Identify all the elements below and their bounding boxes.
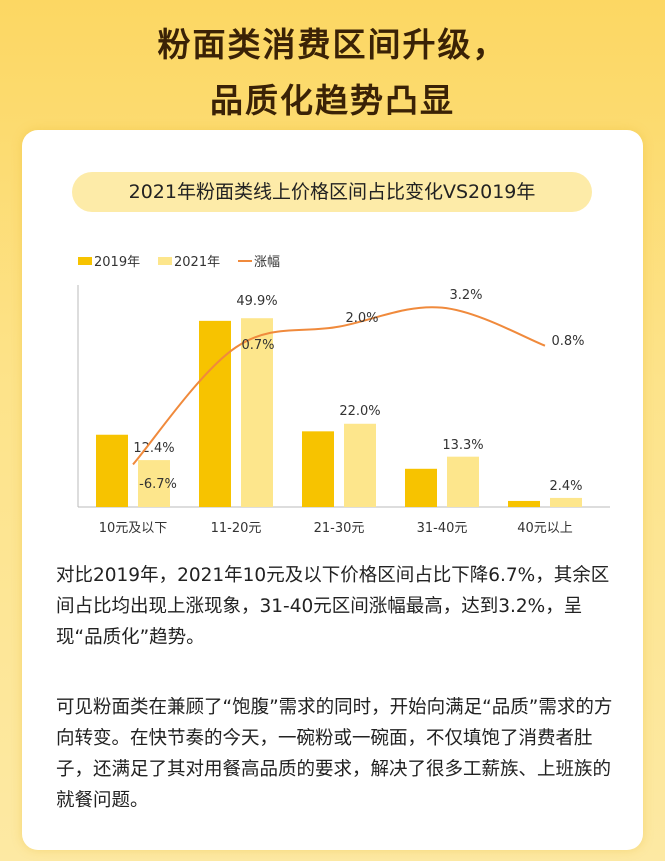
paragraph-conclusion: 可见粉面类在兼顾了“饱腹”需求的同时，开始向满足“品质”需求的方向转变。在快节奏… [56, 697, 613, 811]
bar-2021-0 [138, 460, 170, 507]
data-label-2021-1: 49.9% [236, 294, 277, 309]
growth-label-2: 2.0% [345, 311, 378, 326]
data-label-2021-4: 2.4% [549, 479, 582, 494]
tick-label-4: 40元以上 [517, 521, 573, 536]
legend-label-2: 涨幅 [254, 255, 280, 270]
tick-label-2: 21-30元 [314, 521, 365, 536]
bar-2019-3 [405, 468, 437, 507]
data-label-2021-2: 22.0% [339, 404, 380, 419]
bar-2019-4 [508, 500, 540, 507]
bar-2021-2 [344, 423, 376, 507]
legend-swatch-1 [158, 257, 172, 265]
growth-label-1: 0.7% [241, 338, 274, 353]
chart-title: 2021年粉面类线上价格区间占比变化VS2019年 [72, 172, 592, 212]
paragraph-analysis: 对比2019年，2021年10元及以下价格区间占比下降6.7%，其余区间占比均出… [56, 565, 610, 648]
bar-2021-3 [447, 456, 479, 507]
growth-label-3: 3.2% [449, 288, 482, 303]
legend-label-1: 2021年 [174, 255, 220, 270]
growth-label-0: -6.7% [139, 477, 177, 492]
legend-label-0: 2019年 [94, 255, 140, 270]
page-title-line1: 粉面类消费区间升级， [157, 25, 508, 64]
bar-2021-4 [550, 497, 582, 507]
growth-label-4: 0.8% [551, 334, 584, 349]
tick-label-0: 10元及以下 [99, 521, 168, 536]
growth-line [132, 306, 546, 466]
price-range-chart: 2019年 2021年 涨幅 10元及以下 11-20元 21-30元 31-40元 40元以… [77, 255, 610, 536]
data-label-2021-3: 13.3% [442, 438, 483, 453]
bar-2021-1 [241, 318, 273, 507]
bar-2019-2 [302, 431, 334, 507]
bar-2019-0 [96, 434, 128, 507]
bar-2019-1 [199, 320, 231, 507]
page-title-line2: 品质化趋势凸显 [210, 81, 455, 120]
header: 粉面类消费区间升级， 品质化趋势凸显 [0, 0, 665, 140]
tick-label-1: 11-20元 [211, 521, 262, 536]
legend-swatch-0 [78, 257, 92, 265]
tick-label-3: 31-40元 [417, 521, 468, 536]
data-label-2021-0: 12.4% [133, 441, 174, 456]
